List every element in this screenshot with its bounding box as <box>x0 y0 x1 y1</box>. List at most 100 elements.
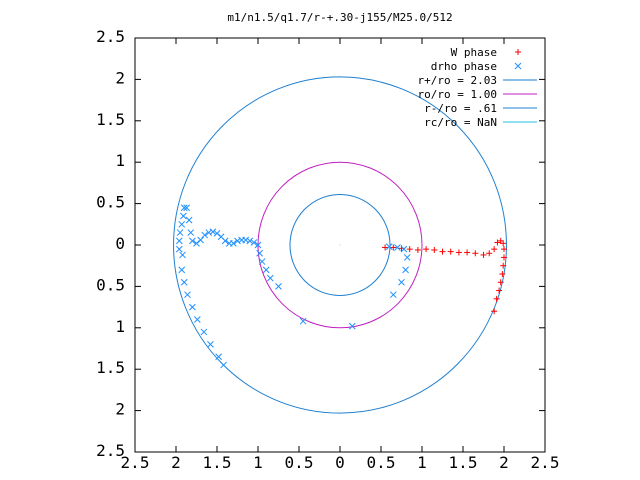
data-point <box>499 270 506 277</box>
data-point <box>254 241 262 249</box>
data-point <box>382 244 389 251</box>
reference-circle <box>173 76 507 414</box>
data-point <box>189 237 196 245</box>
y-tick-label: 1 <box>115 151 125 170</box>
data-point <box>220 361 227 369</box>
data-point <box>201 231 209 239</box>
data-point <box>207 341 214 348</box>
data-point <box>500 262 507 269</box>
data-point <box>480 251 487 258</box>
data-point <box>406 246 413 253</box>
legend-label: ro/ro = 1.00 <box>418 88 497 101</box>
data-point <box>398 278 405 286</box>
x-tick-label: 1 <box>417 453 427 472</box>
data-point <box>262 266 270 274</box>
data-point <box>491 246 498 253</box>
legend-marker <box>514 62 522 70</box>
y-tick-label: 1.5 <box>96 110 125 129</box>
legend-marker <box>515 49 521 55</box>
legend-label: r-/ro = .61 <box>424 102 497 115</box>
data-point <box>184 291 191 299</box>
data-point <box>496 287 503 294</box>
y-tick-label: 2 <box>115 68 125 87</box>
data-point <box>486 250 493 257</box>
data-point <box>472 250 479 257</box>
data-point <box>491 308 498 315</box>
data-point <box>258 258 266 265</box>
data-point <box>348 322 356 330</box>
data-point <box>455 249 462 256</box>
x-tick-label: 0.5 <box>285 453 314 472</box>
data-point <box>250 239 258 246</box>
x-tick-label: 1.5 <box>449 453 478 472</box>
x-tick-label: 2.5 <box>121 453 150 472</box>
data-point <box>175 245 183 253</box>
data-point <box>246 237 254 245</box>
data-point <box>221 237 229 245</box>
data-point <box>493 295 500 302</box>
y-tick-label: 0.5 <box>96 275 125 294</box>
axis-ticks: 2.5 2 1.5 1 0.5 0 0.5 1 1.5 2 2.52.521.510.500.511… <box>96 27 559 472</box>
series-group <box>175 204 411 369</box>
reference-circles <box>173 76 507 414</box>
data-point <box>242 236 250 244</box>
data-point <box>185 216 193 224</box>
data-point <box>390 244 397 251</box>
data-point <box>215 353 222 361</box>
data-point <box>178 266 186 274</box>
data-point <box>193 316 201 323</box>
data-point <box>389 291 397 299</box>
data-point <box>256 249 263 257</box>
data-point <box>193 239 200 247</box>
data-point <box>176 229 184 236</box>
data-point <box>394 244 401 251</box>
data-point <box>178 220 186 228</box>
data-point <box>431 246 438 253</box>
data-point <box>230 239 237 247</box>
data-point <box>447 248 454 255</box>
data-point <box>234 237 241 245</box>
data-point <box>266 274 274 282</box>
data-point <box>180 278 188 286</box>
data-point <box>189 303 196 311</box>
data-point <box>403 254 411 261</box>
data-point <box>175 237 183 245</box>
y-tick-label: 0.5 <box>96 193 125 212</box>
x-tick-label: 0 <box>335 453 345 472</box>
y-tick-label: 0 <box>115 234 125 253</box>
data-point <box>205 229 213 236</box>
y-tick-label: 2.5 <box>96 441 125 460</box>
data-point <box>180 212 187 220</box>
data-point <box>494 239 501 246</box>
legend-label: W phase <box>451 46 497 59</box>
data-point <box>402 266 409 274</box>
chart-title: m1/n1.5/q1.7/r-+.30-j155/M25.0/512 <box>227 11 452 24</box>
data-point <box>179 251 186 259</box>
data-point <box>183 204 191 212</box>
data-point <box>275 283 282 290</box>
data-point <box>497 279 504 286</box>
data-point <box>414 246 421 253</box>
x-tick-label: 0.5 <box>367 453 396 472</box>
y-tick-label: 1.5 <box>96 358 125 377</box>
data-point <box>200 328 208 336</box>
data-point <box>209 228 217 236</box>
data-point <box>299 317 307 325</box>
reference-circle <box>289 193 391 297</box>
legend-label: rc/ro = NaN <box>424 116 497 129</box>
data-point <box>423 246 430 253</box>
data-point <box>400 245 408 253</box>
data-series <box>175 204 507 369</box>
data-point <box>213 230 221 237</box>
data-point <box>464 249 471 256</box>
data-point <box>439 248 446 255</box>
legend-label: drho phase <box>431 60 497 73</box>
x-tick-label: 1.5 <box>203 453 232 472</box>
series-group <box>382 237 507 315</box>
x-tick-label: 2 <box>171 453 181 472</box>
legend-label: r+/ro = 2.03 <box>418 74 497 87</box>
y-tick-label: 2 <box>115 400 125 419</box>
data-point <box>501 254 507 261</box>
x-tick-label: 1 <box>253 453 263 472</box>
